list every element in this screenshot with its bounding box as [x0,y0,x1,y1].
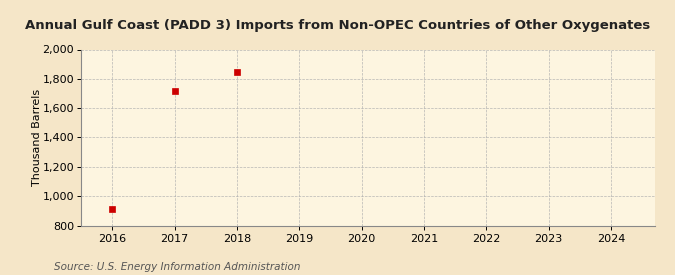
Text: Source: U.S. Energy Information Administration: Source: U.S. Energy Information Administ… [54,262,300,272]
Text: Annual Gulf Coast (PADD 3) Imports from Non-OPEC Countries of Other Oxygenates: Annual Gulf Coast (PADD 3) Imports from … [25,19,650,32]
Y-axis label: Thousand Barrels: Thousand Barrels [32,89,42,186]
